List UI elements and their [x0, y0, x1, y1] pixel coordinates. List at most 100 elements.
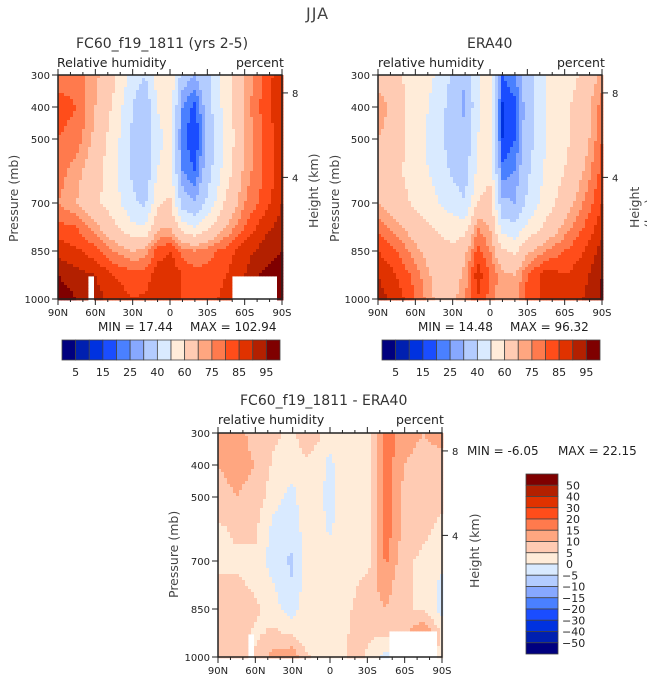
contour-cell [244, 186, 248, 190]
contour-cell [241, 195, 245, 199]
contour-cell [112, 117, 116, 121]
contour-cell [82, 276, 86, 280]
contour-cell [121, 96, 125, 100]
contour-cell [130, 192, 134, 196]
contour-cell [142, 186, 146, 190]
contour-cell [133, 123, 137, 127]
contour-cell [181, 273, 185, 277]
contour-cell [223, 288, 227, 292]
contour-cell [169, 84, 173, 88]
contour-cell [112, 231, 116, 235]
contour-cell [196, 165, 200, 169]
contour-cell [58, 240, 62, 244]
contour-cell [136, 123, 140, 127]
contour-cell [175, 261, 179, 265]
contour-cell [226, 165, 230, 169]
contour-cell [100, 210, 104, 214]
contour-cell [229, 258, 233, 262]
contour-cell [64, 228, 68, 232]
contour-cell [250, 153, 254, 157]
contour-cell [244, 249, 248, 253]
contour-cell [208, 201, 212, 205]
contour-cell [61, 162, 65, 166]
contour-cell [226, 216, 230, 220]
contour-cell [250, 273, 254, 277]
contour-cell [154, 291, 158, 295]
contour-cell [64, 138, 68, 142]
contour-cell [79, 288, 83, 292]
contour-cell [208, 123, 212, 127]
contour-cell [118, 114, 122, 118]
contour-cell [133, 285, 137, 289]
contour-cell [133, 165, 137, 169]
contour-cell [214, 285, 218, 289]
contour-cell [247, 273, 251, 277]
contour-cell [235, 171, 239, 175]
contour-cell [166, 201, 170, 205]
contour-cell [208, 264, 212, 268]
contour-cell [166, 123, 170, 127]
contour-cell [184, 99, 188, 103]
contour-cell [211, 171, 215, 175]
contour-cell [157, 105, 161, 109]
contour-cell [127, 219, 131, 223]
contour-cell [58, 150, 62, 154]
contour-cell [226, 141, 230, 145]
contour-cell [121, 117, 125, 121]
contour-cell [160, 159, 164, 163]
contour-cell [112, 189, 116, 193]
contour-cell [115, 156, 119, 160]
contour-cell [259, 186, 263, 190]
contour-cell [250, 81, 254, 85]
contour-cell [181, 153, 185, 157]
contour-cell [109, 270, 113, 274]
contour-cell [85, 234, 89, 238]
contour-cell [205, 117, 209, 121]
contour-cell [88, 273, 92, 277]
contour-cell [175, 120, 179, 124]
contour-cell [76, 132, 80, 136]
contour-cell [115, 99, 119, 103]
contour-cell [193, 117, 197, 121]
contour-cell [67, 150, 71, 154]
contour-cell [151, 279, 155, 283]
contour-cell [109, 147, 113, 151]
contour-cell [85, 168, 89, 172]
contour-cell [220, 189, 224, 193]
contour-cell [229, 276, 233, 280]
contour-cell [88, 81, 92, 85]
contour-cell [175, 294, 179, 298]
contour-cell [187, 78, 191, 82]
max-label: MAX = 102.94 [190, 320, 277, 334]
contour-cell [190, 291, 194, 295]
contour-cell [73, 207, 77, 211]
contour-cell [139, 132, 143, 136]
contour-cell [196, 183, 200, 187]
contour-cell [193, 270, 197, 274]
contour-cell [223, 123, 227, 127]
contour-cell [85, 162, 89, 166]
contour-cell [226, 198, 230, 202]
contour-cell [160, 282, 164, 286]
contour-cell [85, 117, 89, 121]
contour-cell [127, 249, 131, 253]
contour-cell [79, 276, 83, 280]
contour-cell [163, 102, 167, 106]
contour-cell [166, 168, 170, 172]
contour-cell [112, 177, 116, 181]
contour-cell [196, 120, 200, 124]
contour-cell [217, 204, 221, 208]
contour-cell [250, 225, 254, 229]
contour-cell [109, 90, 113, 94]
contour-cell [58, 153, 62, 157]
contour-cell [214, 141, 218, 145]
contour-cell [79, 168, 83, 172]
contour-cell [199, 222, 203, 226]
contour-cell [220, 90, 224, 94]
contour-cell [214, 117, 218, 121]
contour-cell [253, 144, 257, 148]
contour-cell [79, 204, 83, 208]
contour-cell [160, 183, 164, 187]
contour-cell [100, 129, 104, 133]
contour-cell [76, 159, 80, 163]
